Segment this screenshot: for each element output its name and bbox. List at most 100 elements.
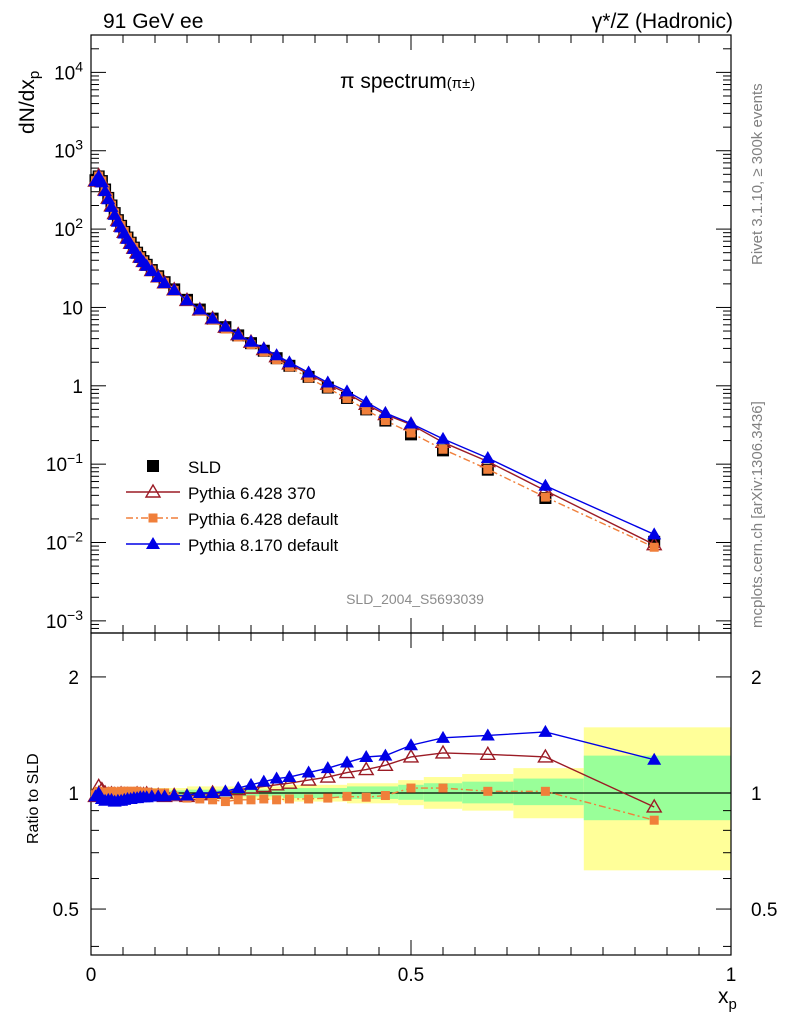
ratio-point-open-triangle xyxy=(268,776,285,791)
x-tick-label: 0.5 xyxy=(398,965,424,986)
data-point-filled-triangle xyxy=(180,293,194,306)
ratio-point-open-triangle xyxy=(645,798,663,813)
legend-label: Pythia 8.170 default xyxy=(188,536,339,555)
legend-label: SLD xyxy=(188,458,221,477)
data-point-filled-triangle xyxy=(256,341,271,354)
y-tick-label: 103 xyxy=(54,137,83,163)
chart-title: π spectrum(π±) xyxy=(340,70,475,93)
data-point-filled-triangle xyxy=(205,311,220,324)
ratio-point-open-triangle xyxy=(377,756,394,771)
ratio-point-square-dashdot xyxy=(284,794,294,804)
y-tick-label: 10−3 xyxy=(46,607,83,633)
ratio-point-open-triangle xyxy=(479,745,497,760)
ratio-point-filled-triangle xyxy=(269,771,284,784)
ratio-line-square-dashdot xyxy=(94,787,655,821)
y-tick-label: 10−1 xyxy=(46,450,83,476)
data-point-filled-triangle xyxy=(359,395,374,408)
main-plot-frame xyxy=(90,34,732,634)
ratio-point-square-dashdot xyxy=(406,783,416,793)
ratio-point-filled-triangle xyxy=(157,789,172,802)
ratio-point-square-dashdot xyxy=(272,795,282,805)
ratio-point-filled-triangle xyxy=(256,774,271,787)
data-point-filled-triangle xyxy=(218,319,233,332)
y-tick-label: 10−2 xyxy=(46,529,83,555)
data-point-square-dashdot xyxy=(438,444,448,454)
rivet-label: Rivet 3.1.10, ≥ 300k events xyxy=(749,83,766,265)
data-point-square-dashdot xyxy=(304,373,314,383)
ratio-point-square-dashdot xyxy=(246,795,256,805)
ratio-point-filled-triangle xyxy=(340,755,354,768)
data-point-square-dashdot xyxy=(406,428,416,438)
data-point-filled-triangle xyxy=(144,263,159,276)
ratio-point-filled-triangle xyxy=(480,728,495,741)
ratio-point-open-triangle xyxy=(357,761,375,776)
data-point-filled-triangle xyxy=(301,365,316,378)
ratio-point-filled-triangle xyxy=(282,770,297,783)
y-axis-label: dN/dxp xyxy=(16,71,43,134)
x-tick-label: 0 xyxy=(86,965,97,986)
ratio-point-open-triangle xyxy=(402,748,420,763)
data-point-square-dashdot xyxy=(540,492,550,502)
legend-marker xyxy=(146,537,160,549)
ratio-y-tick-label: 1 xyxy=(68,784,79,805)
data-point-filled-triangle xyxy=(231,327,246,340)
ratio-point-square-dashdot xyxy=(380,791,390,801)
ratio-point-filled-triangle xyxy=(378,748,393,761)
ratio-point-open-triangle xyxy=(319,768,337,783)
data-point-filled-triangle xyxy=(404,416,418,429)
ratio-point-square-dashdot xyxy=(342,791,352,801)
header-left: 91 GeV ee xyxy=(103,10,203,33)
ratio-point-open-triangle xyxy=(300,771,317,786)
data-point-square-dashdot xyxy=(483,464,493,474)
ratio-y-tick-label-right: 1 xyxy=(751,784,762,805)
ratio-point-filled-triangle xyxy=(244,777,258,790)
data-point-filled-triangle xyxy=(436,431,450,444)
ratio-point-filled-triangle xyxy=(404,738,418,751)
data-point-filled-triangle xyxy=(244,334,258,347)
ratio-y-axis-label: Ratio to SLD xyxy=(25,753,42,844)
ratio-point-open-triangle xyxy=(537,748,554,763)
data-point-filled-triangle xyxy=(480,450,495,463)
ratio-point-filled-triangle xyxy=(647,752,662,765)
data-point-square-dashdot xyxy=(361,405,371,415)
ratio-point-square-dashdot xyxy=(259,794,269,804)
data-point-filled-triangle xyxy=(157,276,172,289)
ratio-point-open-triangle xyxy=(338,764,356,779)
legend-marker xyxy=(144,483,162,498)
data-point-filled-triangle xyxy=(94,175,109,188)
ratio-point-square-dashdot xyxy=(233,795,243,805)
legend-marker xyxy=(147,460,159,472)
data-point-filled-triangle xyxy=(282,355,297,368)
x-axis-label: xp xyxy=(718,985,737,1013)
y-tick-label: 104 xyxy=(54,58,83,84)
ratio-point-square-dashdot xyxy=(195,794,205,804)
data-point-filled-triangle xyxy=(340,384,354,397)
ratio-point-filled-triangle xyxy=(218,784,233,797)
ratio-point-square-dashdot xyxy=(323,793,333,803)
uncertainty-band-green xyxy=(583,755,731,821)
ratio-point-filled-triangle xyxy=(301,765,316,778)
data-point-square-dashdot xyxy=(323,383,333,393)
series-line-open-triangle xyxy=(94,174,655,546)
ratio-point-open-triangle xyxy=(434,744,452,759)
ratio-point-filled-triangle xyxy=(436,730,450,743)
data-point-filled-triangle xyxy=(647,527,662,540)
ratio-point-square-dashdot xyxy=(483,786,493,796)
ratio-point-square-dashdot xyxy=(220,797,230,807)
ratio-point-filled-triangle xyxy=(320,761,335,774)
ratio-point-filled-triangle xyxy=(359,749,374,762)
data-point-filled-triangle xyxy=(192,302,207,315)
ratio-point-filled-triangle xyxy=(192,785,207,798)
legend-label: Pythia 6.428 370 xyxy=(188,484,316,503)
analysis-watermark: SLD_2004_S5693039 xyxy=(346,591,484,607)
data-point-filled-triangle xyxy=(378,405,393,418)
data-point-filled-triangle xyxy=(151,269,166,282)
ratio-y-tick-label: 2 xyxy=(68,668,79,689)
y-tick-label: 1 xyxy=(72,377,83,398)
ratio-point-square-dashdot xyxy=(208,795,218,805)
mcplots-label: mcplots.cern.ch [arXiv:1306.3436] xyxy=(749,401,766,628)
ratio-point-square-dashdot xyxy=(438,783,448,793)
x-tick-label: 1 xyxy=(726,965,737,986)
ratio-point-filled-triangle xyxy=(180,788,194,801)
